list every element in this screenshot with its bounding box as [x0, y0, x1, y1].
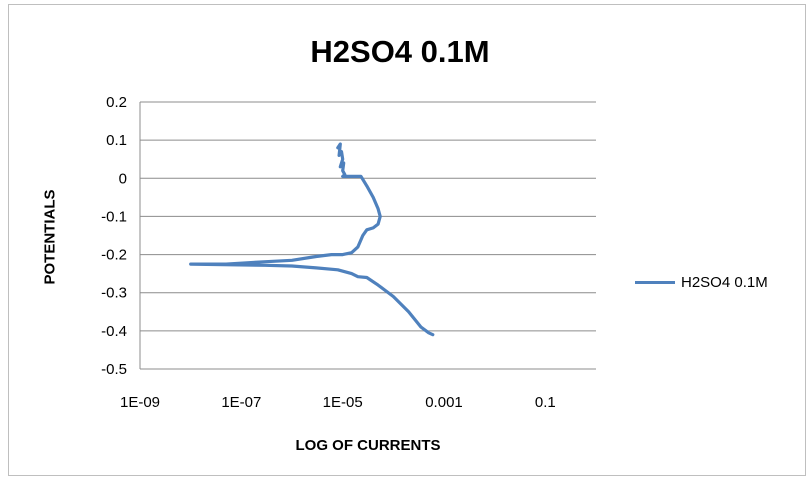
x-tick-label: 1E-09: [120, 394, 160, 411]
y-tick-label: -0.3: [101, 285, 127, 302]
y-tick-label: -0.2: [101, 247, 127, 264]
y-tick-label: -0.5: [101, 361, 127, 378]
legend-label: H2SO4 0.1M: [681, 274, 768, 291]
legend: H2SO4 0.1M: [635, 274, 768, 291]
gridlines: [140, 101, 596, 370]
x-tick-label: 1E-07: [221, 394, 261, 411]
x-axis-label: LOG OF CURRENTS: [295, 437, 441, 454]
chart-area: [8, 4, 806, 476]
legend-swatch: [635, 281, 675, 284]
x-tick-label: 0.1: [535, 394, 556, 411]
y-tick-label: 0: [119, 170, 127, 187]
tick-labels: 0.2 0.1 0 -0.1 -0.2 -0.3 -0.4 -0.5 1E-09 1E-07 1E-…: [101, 94, 556, 411]
chart-title: H2SO4 0.1M: [310, 34, 490, 69]
x-tick-label: 1E-05: [323, 394, 363, 411]
series-layer: [189, 142, 435, 337]
y-tick-label: -0.4: [101, 323, 127, 340]
y-tick-label: 0.2: [106, 94, 127, 111]
y-tick-label: 0.1: [106, 132, 127, 149]
y-tick-label: -0.1: [101, 208, 127, 225]
series-line: [189, 142, 435, 337]
x-tick-label: 0.001: [425, 394, 463, 411]
